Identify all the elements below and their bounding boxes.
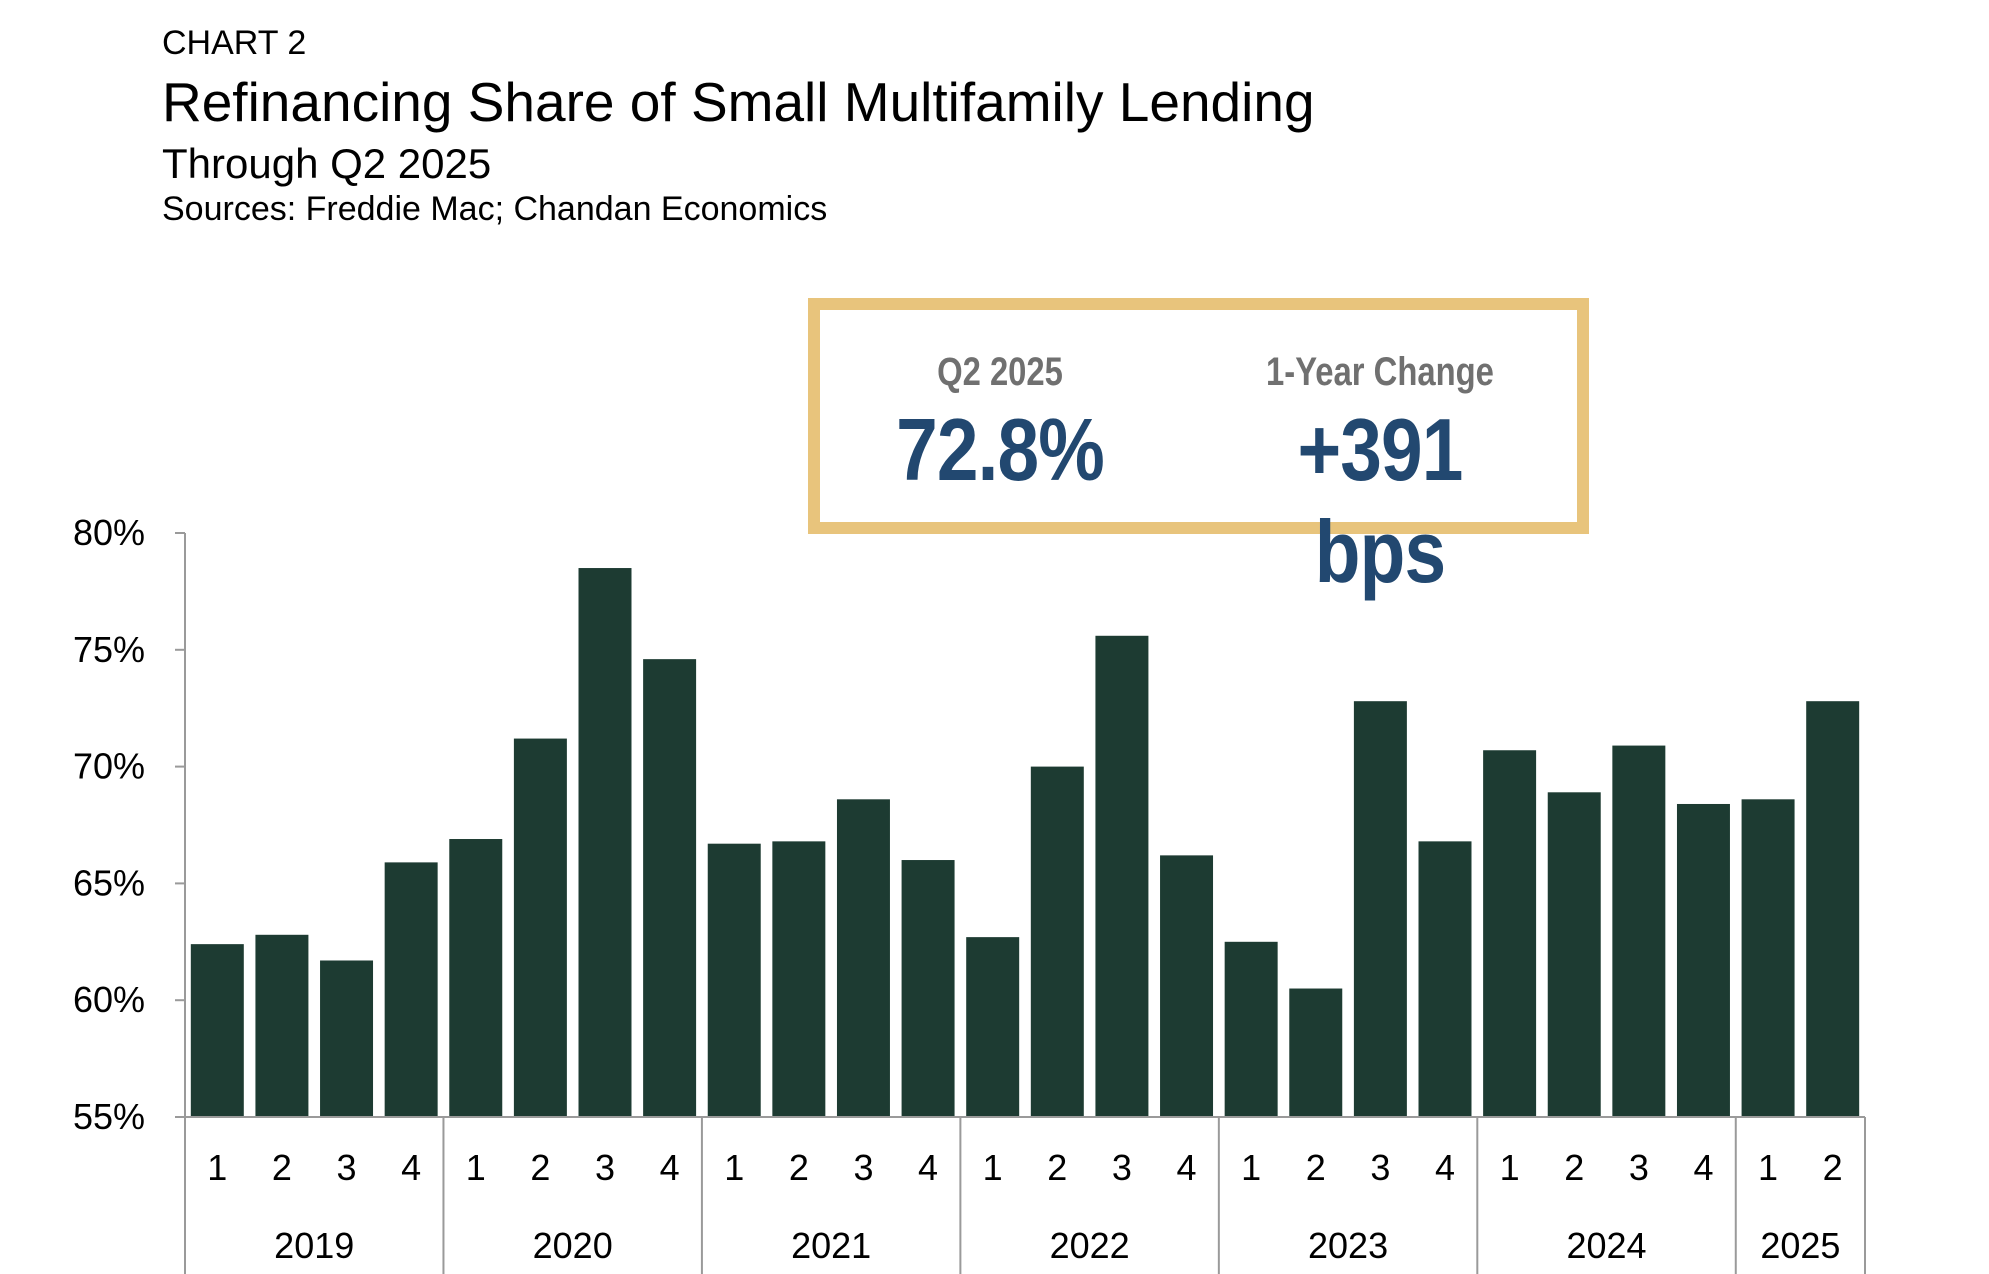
x-quarter-label: 3 bbox=[1112, 1147, 1132, 1188]
x-quarter-label: 1 bbox=[724, 1147, 744, 1188]
bar bbox=[578, 568, 632, 1117]
kpi-change-value: +391 bps bbox=[1297, 400, 1463, 601]
x-year-label: 2023 bbox=[1308, 1225, 1388, 1266]
x-quarter-label: 2 bbox=[272, 1147, 292, 1188]
x-quarter-label: 4 bbox=[660, 1147, 680, 1188]
x-quarter-label: 4 bbox=[1177, 1147, 1197, 1188]
bar bbox=[320, 960, 374, 1117]
x-quarter-label: 3 bbox=[595, 1147, 615, 1188]
y-tick-label: 70% bbox=[73, 746, 145, 787]
bar bbox=[901, 860, 955, 1117]
bar bbox=[836, 799, 890, 1117]
bar bbox=[449, 839, 503, 1117]
x-quarter-label: 3 bbox=[853, 1147, 873, 1188]
kpi-change-label: 1-Year Change bbox=[1266, 350, 1494, 394]
kpi-box: Q2 2025 72.8% 1-Year Change +391 bps bbox=[808, 298, 1589, 601]
x-quarter-label: 4 bbox=[1435, 1147, 1455, 1188]
chart-title: Refinancing Share of Small Multifamily L… bbox=[162, 71, 1315, 133]
bar bbox=[1030, 766, 1084, 1117]
x-quarter-label: 3 bbox=[1370, 1147, 1390, 1188]
x-year-label: 2024 bbox=[1566, 1225, 1646, 1266]
bar bbox=[966, 937, 1020, 1117]
bar bbox=[190, 944, 244, 1117]
bar bbox=[1547, 792, 1601, 1117]
bar bbox=[1741, 799, 1795, 1117]
x-quarter-label: 1 bbox=[983, 1147, 1003, 1188]
y-tick-label: 65% bbox=[73, 862, 145, 903]
x-quarter-label: 4 bbox=[1693, 1147, 1713, 1188]
x-quarter-label: 2 bbox=[1306, 1147, 1326, 1188]
bar bbox=[1806, 701, 1860, 1117]
x-quarter-label: 3 bbox=[337, 1147, 357, 1188]
x-year-label: 2020 bbox=[533, 1225, 613, 1266]
x-year-label: 2025 bbox=[1760, 1225, 1840, 1266]
kpi-current-value: 72.8% bbox=[896, 400, 1105, 499]
x-quarter-label: 1 bbox=[1758, 1147, 1778, 1188]
x-quarter-label: 2 bbox=[789, 1147, 809, 1188]
bar bbox=[1224, 941, 1278, 1117]
bar bbox=[1095, 635, 1149, 1117]
chart-label: CHART 2 bbox=[162, 24, 307, 62]
bar bbox=[1160, 855, 1214, 1117]
kpi-current: Q2 2025 72.8% bbox=[850, 350, 1150, 501]
x-quarter-label: 1 bbox=[1500, 1147, 1520, 1188]
chart-subtitle: Through Q2 2025 bbox=[162, 140, 492, 187]
x-quarter-label: 2 bbox=[1047, 1147, 1067, 1188]
bar bbox=[1418, 841, 1472, 1117]
bar bbox=[384, 862, 438, 1117]
bar bbox=[643, 659, 697, 1117]
bar bbox=[1483, 750, 1537, 1117]
bar bbox=[772, 841, 826, 1117]
x-year-label: 2022 bbox=[1050, 1225, 1130, 1266]
x-year-label: 2019 bbox=[274, 1225, 354, 1266]
x-quarter-label: 1 bbox=[1241, 1147, 1261, 1188]
bar bbox=[513, 738, 567, 1117]
bar bbox=[707, 843, 761, 1117]
bar bbox=[255, 934, 309, 1117]
kpi-current-label: Q2 2025 bbox=[937, 350, 1063, 394]
x-year-label: 2021 bbox=[791, 1225, 871, 1266]
x-quarter-label: 3 bbox=[1629, 1147, 1649, 1188]
bar bbox=[1289, 988, 1343, 1117]
x-quarter-label: 2 bbox=[530, 1147, 550, 1188]
x-quarter-label: 2 bbox=[1823, 1147, 1843, 1188]
chart-sources: Sources: Freddie Mac; Chandan Economics bbox=[162, 190, 828, 228]
x-quarter-label: 1 bbox=[466, 1147, 486, 1188]
y-tick-label: 60% bbox=[73, 979, 145, 1020]
x-quarter-label: 1 bbox=[207, 1147, 227, 1188]
y-tick-label: 75% bbox=[73, 629, 145, 670]
x-quarter-label: 4 bbox=[401, 1147, 421, 1188]
bar bbox=[1612, 745, 1666, 1117]
x-quarter-label: 4 bbox=[918, 1147, 938, 1188]
bar bbox=[1676, 803, 1730, 1117]
x-quarter-label: 2 bbox=[1564, 1147, 1584, 1188]
y-tick-label: 55% bbox=[73, 1096, 145, 1137]
y-tick-label: 80% bbox=[73, 512, 145, 553]
kpi-change: 1-Year Change +391 bps bbox=[1200, 350, 1560, 603]
bar bbox=[1353, 701, 1407, 1117]
